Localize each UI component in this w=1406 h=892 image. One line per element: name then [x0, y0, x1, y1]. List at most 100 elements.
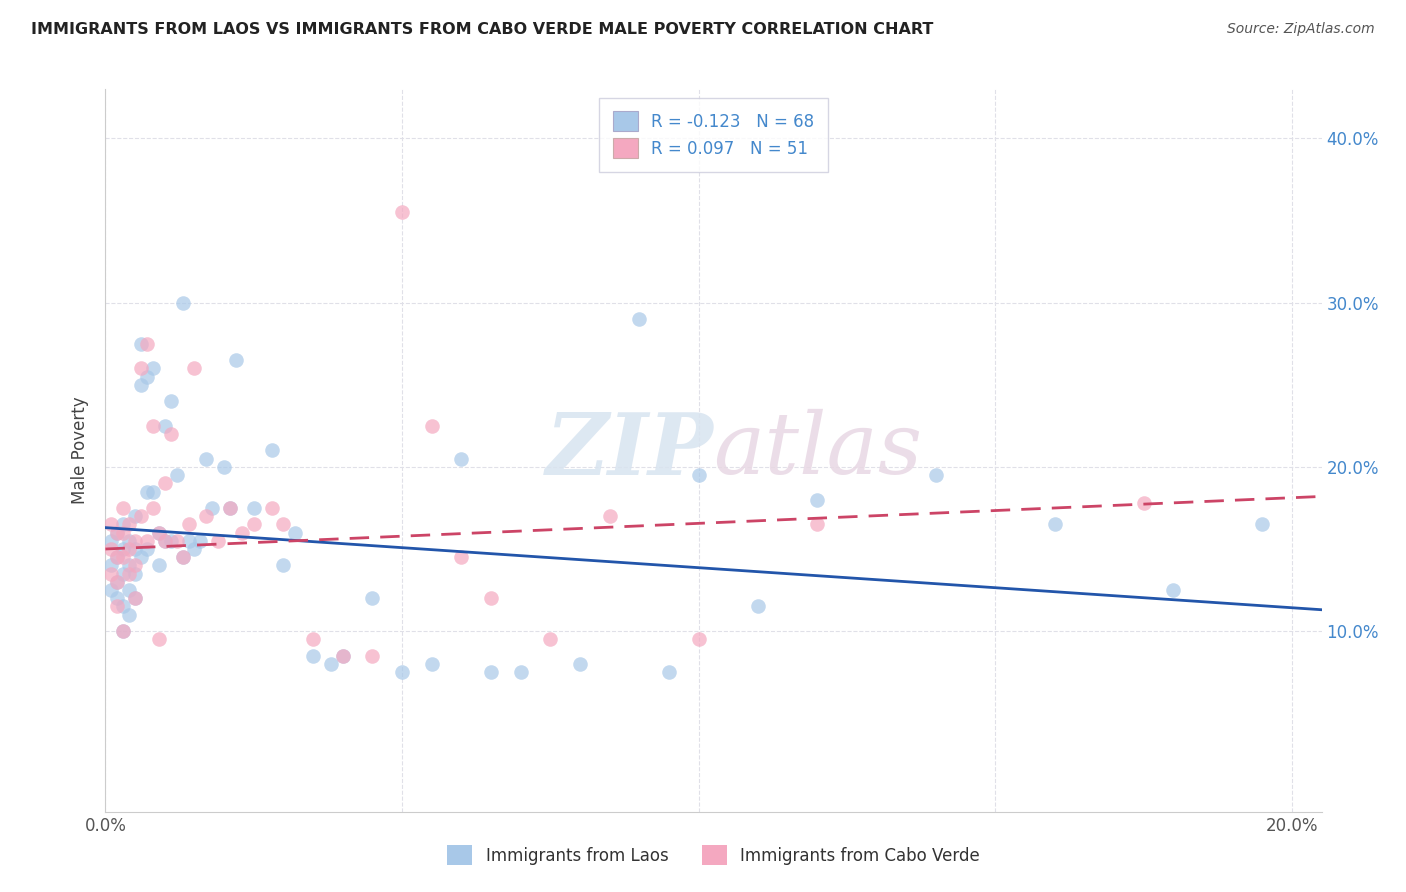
Point	[105, 591, 128, 606]
Point	[112, 500, 135, 515]
Point	[273, 517, 295, 532]
Point	[159, 427, 181, 442]
Point	[420, 657, 443, 671]
Point	[195, 509, 218, 524]
Point	[177, 533, 200, 548]
Point	[302, 648, 325, 663]
Point	[118, 558, 141, 573]
Point	[136, 336, 159, 351]
Point	[148, 558, 170, 573]
Point	[100, 533, 122, 548]
Point	[391, 205, 413, 219]
Point	[142, 484, 165, 499]
Point	[100, 558, 122, 573]
Point	[118, 533, 141, 548]
Point	[124, 558, 146, 573]
Point	[105, 574, 128, 589]
Point	[201, 500, 224, 515]
Point	[124, 591, 146, 606]
Point	[361, 591, 384, 606]
Point	[195, 451, 218, 466]
Point	[420, 418, 443, 433]
Point	[136, 533, 159, 548]
Point	[172, 550, 194, 565]
Point	[207, 533, 229, 548]
Point	[172, 295, 194, 310]
Point	[129, 377, 152, 392]
Point	[112, 624, 135, 639]
Point	[599, 509, 621, 524]
Point	[118, 541, 141, 556]
Point	[1043, 517, 1066, 532]
Point	[806, 492, 828, 507]
Point	[166, 468, 188, 483]
Point	[100, 566, 122, 581]
Point	[183, 541, 205, 556]
Point	[129, 550, 152, 565]
Point	[148, 632, 170, 647]
Point	[142, 500, 165, 515]
Point	[538, 632, 561, 647]
Point	[118, 582, 141, 597]
Point	[1163, 582, 1185, 597]
Point	[688, 632, 710, 647]
Point	[105, 525, 128, 540]
Point	[231, 525, 253, 540]
Point	[361, 648, 384, 663]
Point	[302, 632, 325, 647]
Point	[105, 525, 128, 540]
Point	[105, 550, 128, 565]
Point	[450, 550, 472, 565]
Point	[112, 550, 135, 565]
Point	[1132, 496, 1154, 510]
Point	[105, 599, 128, 614]
Point	[105, 574, 128, 589]
Point	[100, 541, 122, 556]
Point	[1251, 517, 1274, 532]
Point	[159, 533, 181, 548]
Point	[159, 394, 181, 409]
Point	[148, 525, 170, 540]
Point	[136, 541, 159, 556]
Text: atlas: atlas	[713, 409, 922, 491]
Point	[509, 665, 531, 680]
Point	[172, 550, 194, 565]
Point	[391, 665, 413, 680]
Point	[242, 517, 264, 532]
Point	[153, 418, 176, 433]
Point	[124, 533, 146, 548]
Point	[219, 500, 242, 515]
Point	[260, 443, 283, 458]
Point	[688, 468, 710, 483]
Point	[124, 509, 146, 524]
Point	[129, 509, 152, 524]
Point	[124, 541, 146, 556]
Point	[479, 591, 502, 606]
Point	[219, 500, 242, 515]
Point	[136, 369, 159, 384]
Point	[118, 607, 141, 622]
Point	[112, 566, 135, 581]
Text: Source: ZipAtlas.com: Source: ZipAtlas.com	[1227, 22, 1375, 37]
Point	[148, 525, 170, 540]
Point	[124, 591, 146, 606]
Point	[112, 517, 135, 532]
Point	[129, 361, 152, 376]
Point	[124, 566, 146, 581]
Point	[105, 550, 128, 565]
Point	[112, 624, 135, 639]
Point	[112, 599, 135, 614]
Point	[332, 648, 354, 663]
Point	[747, 599, 769, 614]
Point	[100, 582, 122, 597]
Point	[658, 665, 681, 680]
Point	[569, 657, 592, 671]
Point	[242, 500, 264, 515]
Point	[225, 353, 247, 368]
Point	[136, 484, 159, 499]
Point	[118, 566, 141, 581]
Y-axis label: Male Poverty: Male Poverty	[72, 397, 90, 504]
Point	[112, 525, 135, 540]
Point	[628, 312, 651, 326]
Point	[319, 657, 342, 671]
